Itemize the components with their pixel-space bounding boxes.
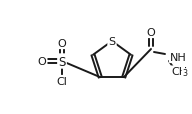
Text: S: S [108,37,116,47]
Text: Cl: Cl [57,76,67,86]
Text: O: O [38,57,46,66]
Text: O: O [58,39,66,49]
Text: NH: NH [170,53,187,62]
Text: 3: 3 [182,69,187,78]
Text: CH: CH [171,66,187,76]
Text: O: O [147,28,155,38]
Text: S: S [58,55,66,68]
